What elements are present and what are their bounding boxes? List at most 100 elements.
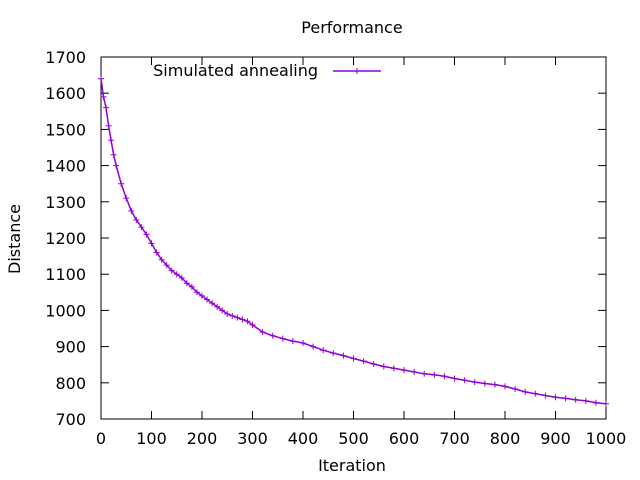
y-axis: 700 800 900 1000 1100 1200 1300 1400 1500 1600 170… — [45, 48, 606, 429]
y-tick-label: 1500 — [45, 120, 86, 139]
x-tick-label: 100 — [136, 429, 167, 448]
data-point — [592, 399, 599, 406]
y-tick-label: 900 — [55, 338, 86, 357]
data-point — [431, 371, 438, 378]
legend-label: Simulated annealing — [153, 61, 318, 80]
legend: Simulated annealing — [153, 61, 381, 80]
data-point — [133, 216, 140, 223]
data-point — [542, 392, 549, 399]
data-point — [193, 289, 200, 296]
data-point — [582, 397, 589, 404]
plot-frame — [100, 56, 607, 420]
data-point — [411, 368, 418, 375]
y-tick-label: 800 — [55, 374, 86, 393]
x-tick-label: 800 — [490, 429, 521, 448]
data-point — [502, 383, 508, 390]
data-point — [239, 316, 246, 323]
x-tick-label: 300 — [237, 429, 268, 448]
data-point — [552, 394, 559, 401]
data-point — [491, 381, 498, 388]
x-axis-title: Iteration — [318, 456, 386, 475]
y-tick-label: 1100 — [45, 265, 86, 284]
data-point — [219, 307, 226, 314]
y-tick-label: 1000 — [45, 301, 86, 320]
plot-frame-border — [100, 56, 607, 420]
data-point — [188, 283, 195, 290]
data-point — [340, 352, 347, 359]
data-point — [300, 339, 306, 346]
data-point — [98, 75, 104, 82]
data-point — [224, 311, 231, 318]
data-point — [153, 249, 160, 256]
data-point — [103, 104, 110, 111]
data-point — [572, 396, 579, 403]
data-point — [451, 375, 458, 382]
data-point — [158, 256, 165, 263]
x-tick-label: 0 — [96, 429, 106, 448]
data-point — [279, 335, 286, 342]
x-tick-label: 1000 — [586, 429, 627, 448]
y-tick-label: 1300 — [45, 193, 86, 212]
data-point — [128, 207, 135, 214]
data-point — [209, 300, 216, 307]
data-point — [562, 395, 569, 402]
data-point — [532, 390, 539, 397]
series-simulated-annealing — [98, 75, 609, 407]
x-tick-label: 600 — [389, 429, 420, 448]
data-point — [234, 314, 241, 321]
y-tick-label: 1700 — [45, 48, 86, 67]
data-point — [244, 318, 251, 325]
data-point — [441, 373, 448, 380]
data-point — [421, 370, 428, 377]
data-point — [229, 312, 236, 319]
data-point — [471, 379, 478, 386]
data-point — [178, 274, 185, 281]
y-tick-label: 1400 — [45, 157, 86, 176]
data-point — [481, 380, 488, 387]
data-point — [110, 151, 117, 158]
data-point — [199, 292, 205, 299]
data-point — [163, 262, 170, 269]
x-axis: 0 100 200 300 400 500 600 700 800 900 1000 — [96, 57, 626, 448]
data-point — [603, 400, 609, 407]
data-point — [204, 296, 211, 303]
legend-marker — [354, 68, 360, 74]
data-point — [360, 358, 367, 365]
x-tick-label: 200 — [187, 429, 218, 448]
x-tick-label: 900 — [540, 429, 571, 448]
data-point — [310, 343, 317, 350]
data-point — [214, 303, 221, 310]
legend-swatch — [333, 68, 381, 74]
data-point — [370, 360, 377, 367]
y-tick-label: 700 — [55, 410, 86, 429]
data-point — [105, 122, 112, 129]
data-point — [380, 363, 387, 370]
data-point — [330, 350, 337, 357]
data-point — [350, 355, 357, 362]
data-point — [183, 280, 190, 287]
data-point — [148, 240, 155, 247]
x-tick-label: 500 — [338, 429, 369, 448]
y-tick-label: 1600 — [45, 84, 86, 103]
data-point — [113, 162, 120, 169]
data-point — [461, 377, 468, 384]
data-point — [401, 367, 407, 374]
y-tick-label: 1200 — [45, 229, 86, 248]
data-point — [320, 347, 327, 354]
data-point — [173, 271, 180, 278]
data-point — [143, 231, 150, 238]
data-point — [259, 329, 266, 336]
data-point — [522, 388, 529, 395]
y-axis-title: Distance — [5, 204, 24, 274]
series-line — [100, 78, 607, 405]
data-point — [249, 321, 256, 328]
data-point — [118, 180, 125, 187]
data-point — [123, 195, 130, 202]
data-point — [390, 365, 397, 372]
x-tick-label: 400 — [288, 429, 319, 448]
data-point — [512, 385, 519, 392]
data-point — [269, 332, 276, 339]
data-point — [100, 93, 107, 100]
x-tick-label: 700 — [439, 429, 470, 448]
